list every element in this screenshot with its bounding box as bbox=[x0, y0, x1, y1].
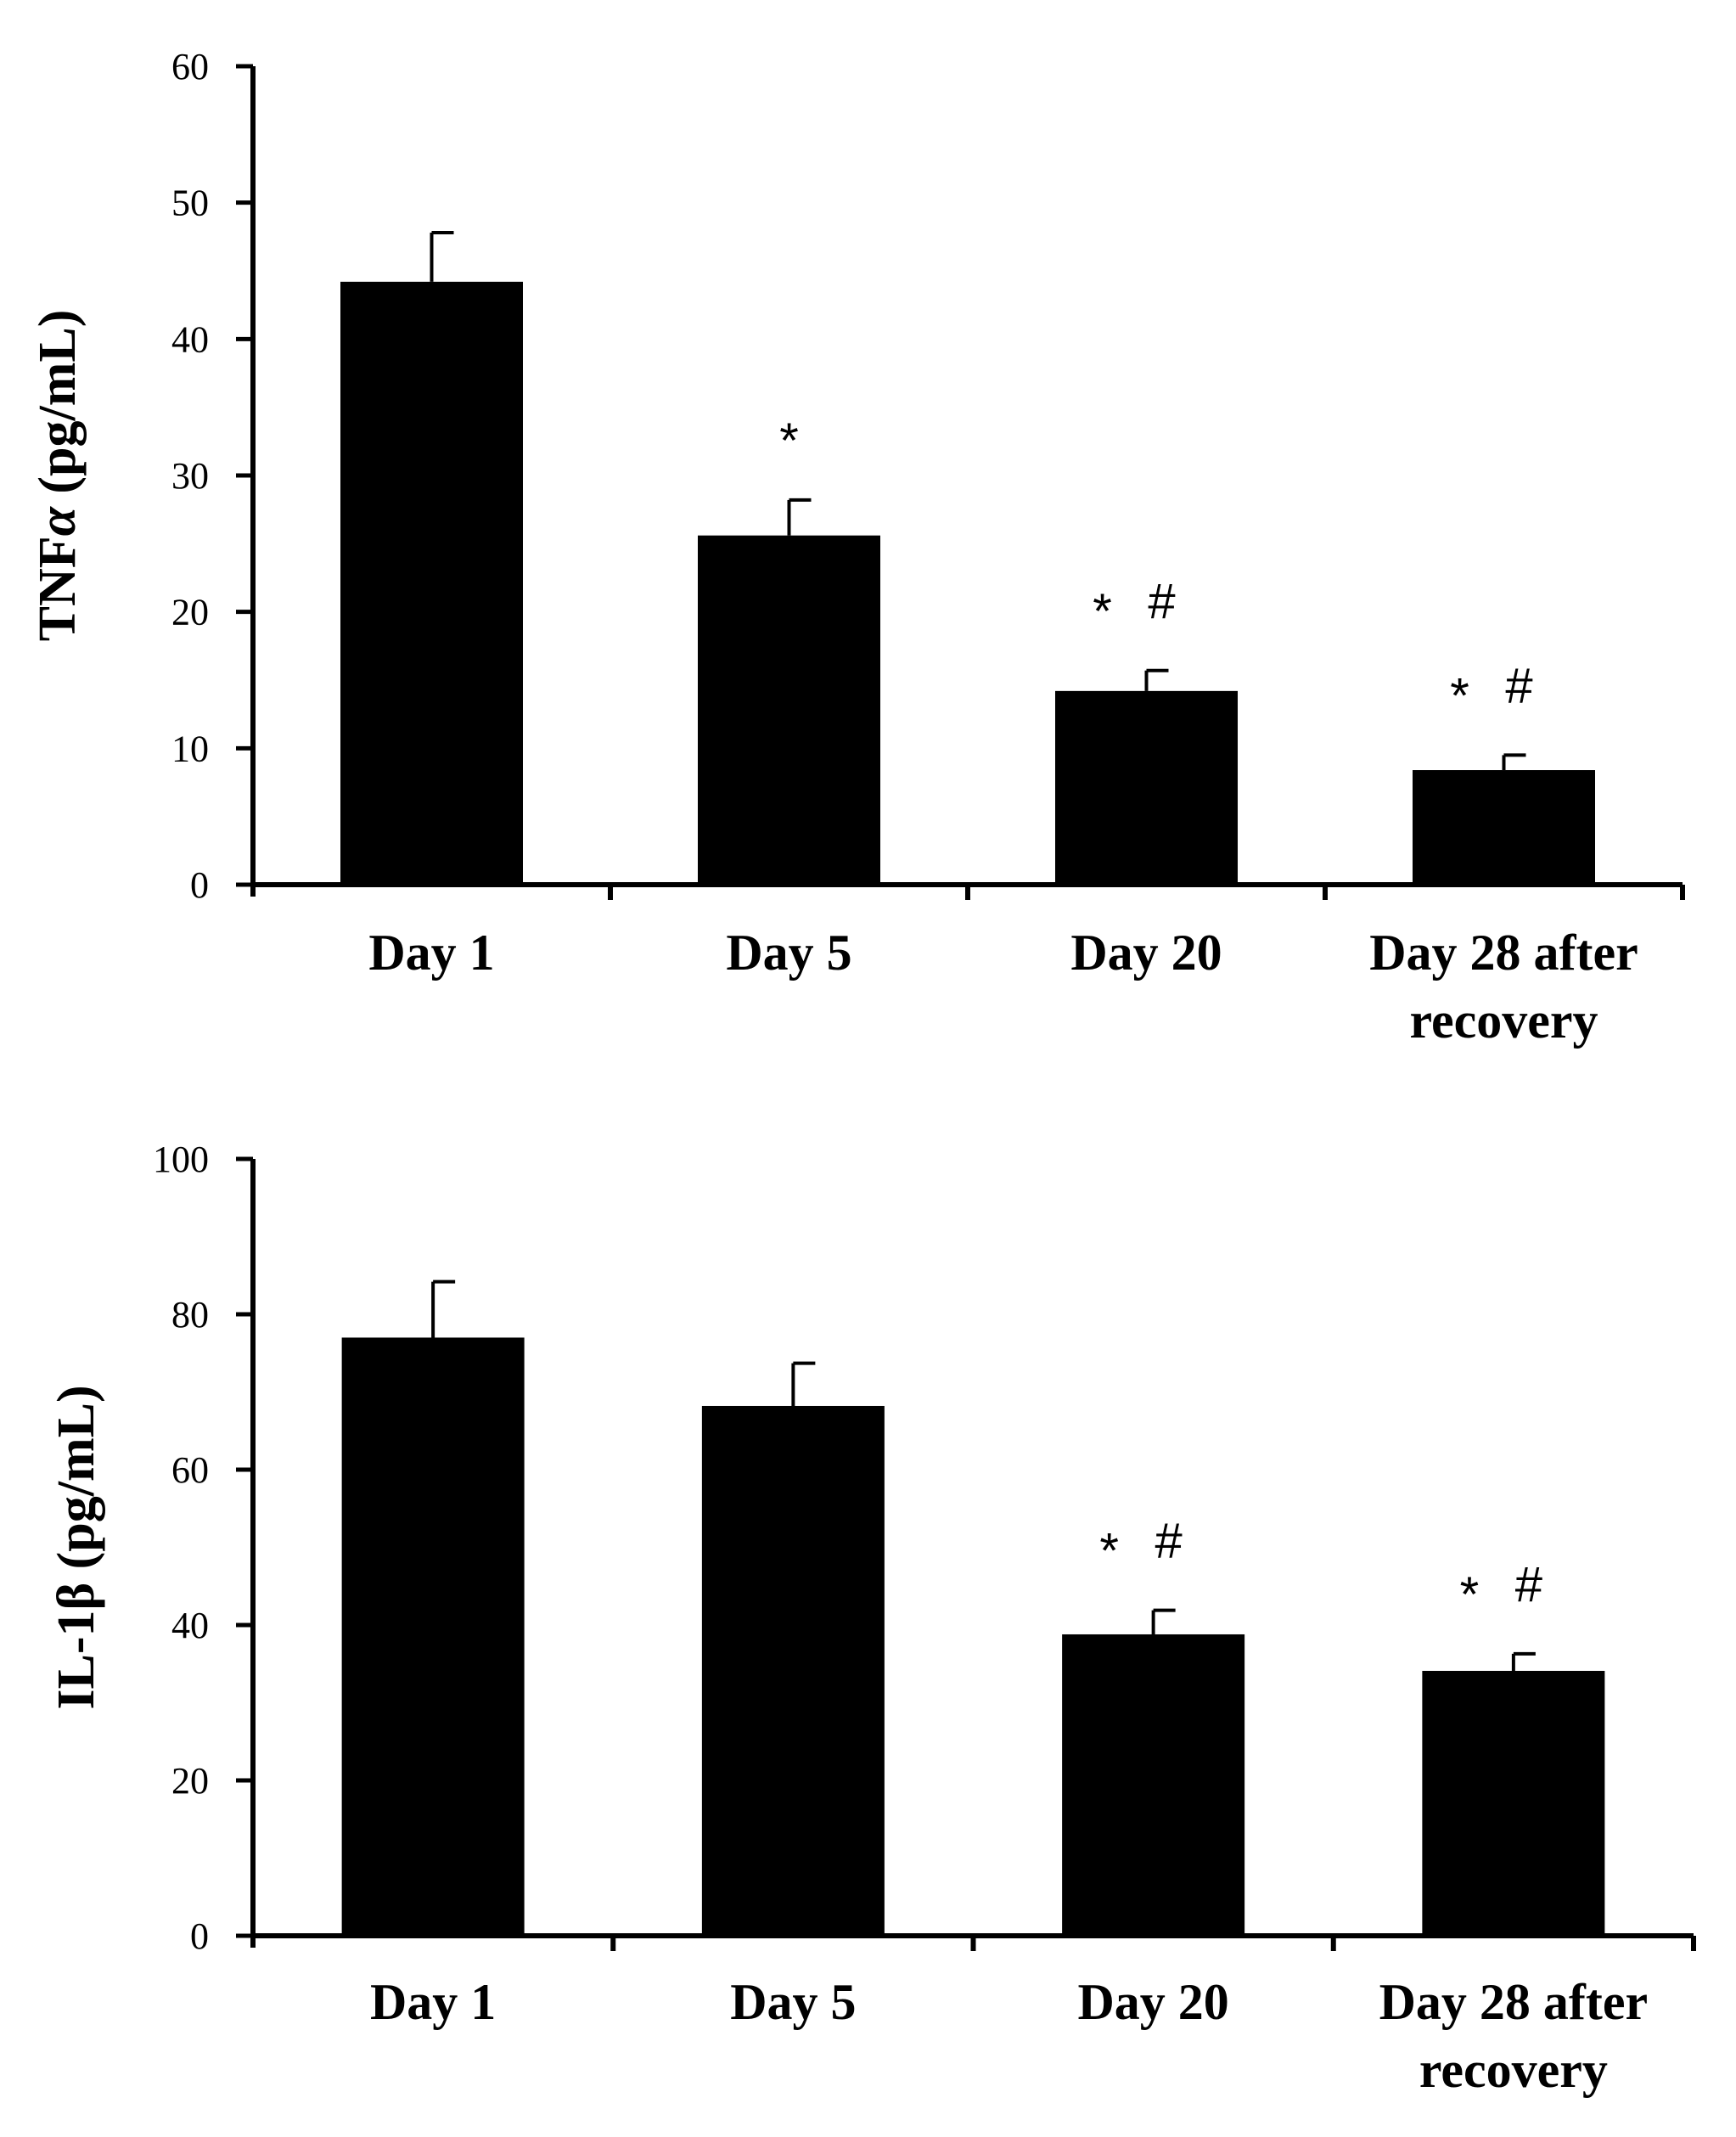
chart2-category-label: Day 5 bbox=[730, 1974, 856, 2030]
chart1-bar bbox=[340, 281, 523, 885]
chart1-y-tick-label: 10 bbox=[171, 728, 209, 769]
chart2-bar bbox=[1422, 1670, 1605, 1936]
chart1-y-axis-label-main: TNF bbox=[29, 536, 87, 641]
chart2-bar bbox=[701, 1405, 885, 1936]
chart2-y-tick-label: 20 bbox=[171, 1760, 209, 1802]
chart1-y-tick-label: 40 bbox=[171, 318, 209, 360]
chart1-y-tick-label: 30 bbox=[171, 455, 209, 497]
chart1-bar bbox=[698, 535, 880, 885]
chart1-y-tick-label: 20 bbox=[171, 592, 209, 633]
chart2: 0 20 40 60 80 100 Day 1 Day 5 * # Day 20 * # Day 28 a… bbox=[48, 1139, 1696, 2098]
chart2-y-axis-label-unit: (pg/mL) bbox=[48, 1385, 105, 1583]
chart1: 0 10 20 30 40 50 60 Day 1 * Day 5 * # Day 20 * # Day 28… bbox=[29, 46, 1685, 1049]
chart1-category-label: Day 20 bbox=[1070, 925, 1222, 981]
chart1-bar bbox=[1413, 770, 1595, 885]
chart1-significance-star: * bbox=[1093, 584, 1112, 639]
chart2-y-tick-label: 100 bbox=[153, 1139, 209, 1180]
chart1-significance-hash: # bbox=[1148, 574, 1175, 629]
chart2-y-tick-label: 60 bbox=[171, 1449, 209, 1491]
chart2-significance-hash: # bbox=[1515, 1557, 1542, 1612]
chart1-y-axis-label: TNFα (pg/mL) bbox=[29, 310, 87, 642]
chart2-y-tick-label: 80 bbox=[171, 1294, 209, 1336]
chart2-y-tick-label: 0 bbox=[190, 1915, 209, 1957]
chart2-category-label: recovery bbox=[1419, 2042, 1608, 2098]
chart2-category-label: Day 1 bbox=[370, 1974, 496, 2030]
chart1-category-label: Day 1 bbox=[368, 925, 494, 981]
chart1-category-label: recovery bbox=[1409, 993, 1598, 1049]
chart1-y-tick-label: 50 bbox=[171, 183, 209, 224]
chart1-category-label: Day 28 after bbox=[1369, 925, 1638, 981]
chart1-bar bbox=[1055, 690, 1238, 885]
chart2-category-label: Day 20 bbox=[1077, 1974, 1228, 2030]
chart2-bar bbox=[341, 1337, 525, 1936]
chart1-y-axis-label-unit: (pg/mL) bbox=[29, 310, 87, 508]
chart1-y-tick-label: 60 bbox=[171, 46, 209, 87]
chart2-significance-star: * bbox=[1099, 1524, 1119, 1579]
chart2-significance-hash: # bbox=[1155, 1514, 1182, 1569]
chart2-significance-star: * bbox=[1460, 1567, 1480, 1622]
chart1-significance-star: * bbox=[1450, 668, 1469, 723]
chart2-y-axis-label: IL-1β (pg/mL) bbox=[48, 1385, 105, 1709]
chart1-significance-star: * bbox=[779, 413, 799, 469]
chart2-y-axis-label-main: IL-1β bbox=[48, 1583, 105, 1710]
chart2-y-tick-label: 40 bbox=[171, 1605, 209, 1646]
chart1-y-axis-label-greek: α bbox=[29, 505, 87, 536]
chart2-bar bbox=[1062, 1634, 1245, 1936]
chart1-category-label: Day 5 bbox=[726, 925, 851, 981]
chart1-significance-hash: # bbox=[1505, 658, 1532, 713]
chart1-y-tick-label: 0 bbox=[190, 864, 209, 906]
chart2-category-label: Day 28 after bbox=[1379, 1974, 1649, 2030]
